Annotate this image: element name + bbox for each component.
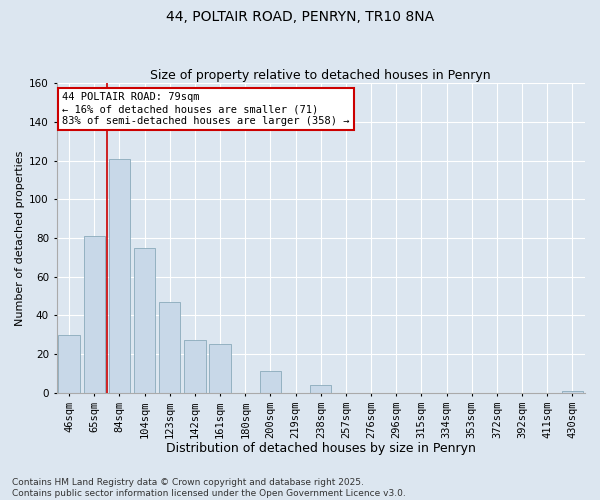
Text: Contains HM Land Registry data © Crown copyright and database right 2025.
Contai: Contains HM Land Registry data © Crown c…: [12, 478, 406, 498]
Text: 44 POLTAIR ROAD: 79sqm
← 16% of detached houses are smaller (71)
83% of semi-det: 44 POLTAIR ROAD: 79sqm ← 16% of detached…: [62, 92, 349, 126]
X-axis label: Distribution of detached houses by size in Penryn: Distribution of detached houses by size …: [166, 442, 476, 455]
Bar: [58, 334, 80, 392]
Title: Size of property relative to detached houses in Penryn: Size of property relative to detached ho…: [151, 69, 491, 82]
Bar: [562, 391, 583, 392]
Bar: [109, 158, 130, 392]
Y-axis label: Number of detached properties: Number of detached properties: [15, 150, 25, 326]
Bar: [310, 385, 331, 392]
Bar: [134, 248, 155, 392]
Bar: [209, 344, 231, 393]
Bar: [83, 236, 105, 392]
Bar: [184, 340, 206, 392]
Bar: [159, 302, 181, 392]
Bar: [260, 372, 281, 392]
Text: 44, POLTAIR ROAD, PENRYN, TR10 8NA: 44, POLTAIR ROAD, PENRYN, TR10 8NA: [166, 10, 434, 24]
